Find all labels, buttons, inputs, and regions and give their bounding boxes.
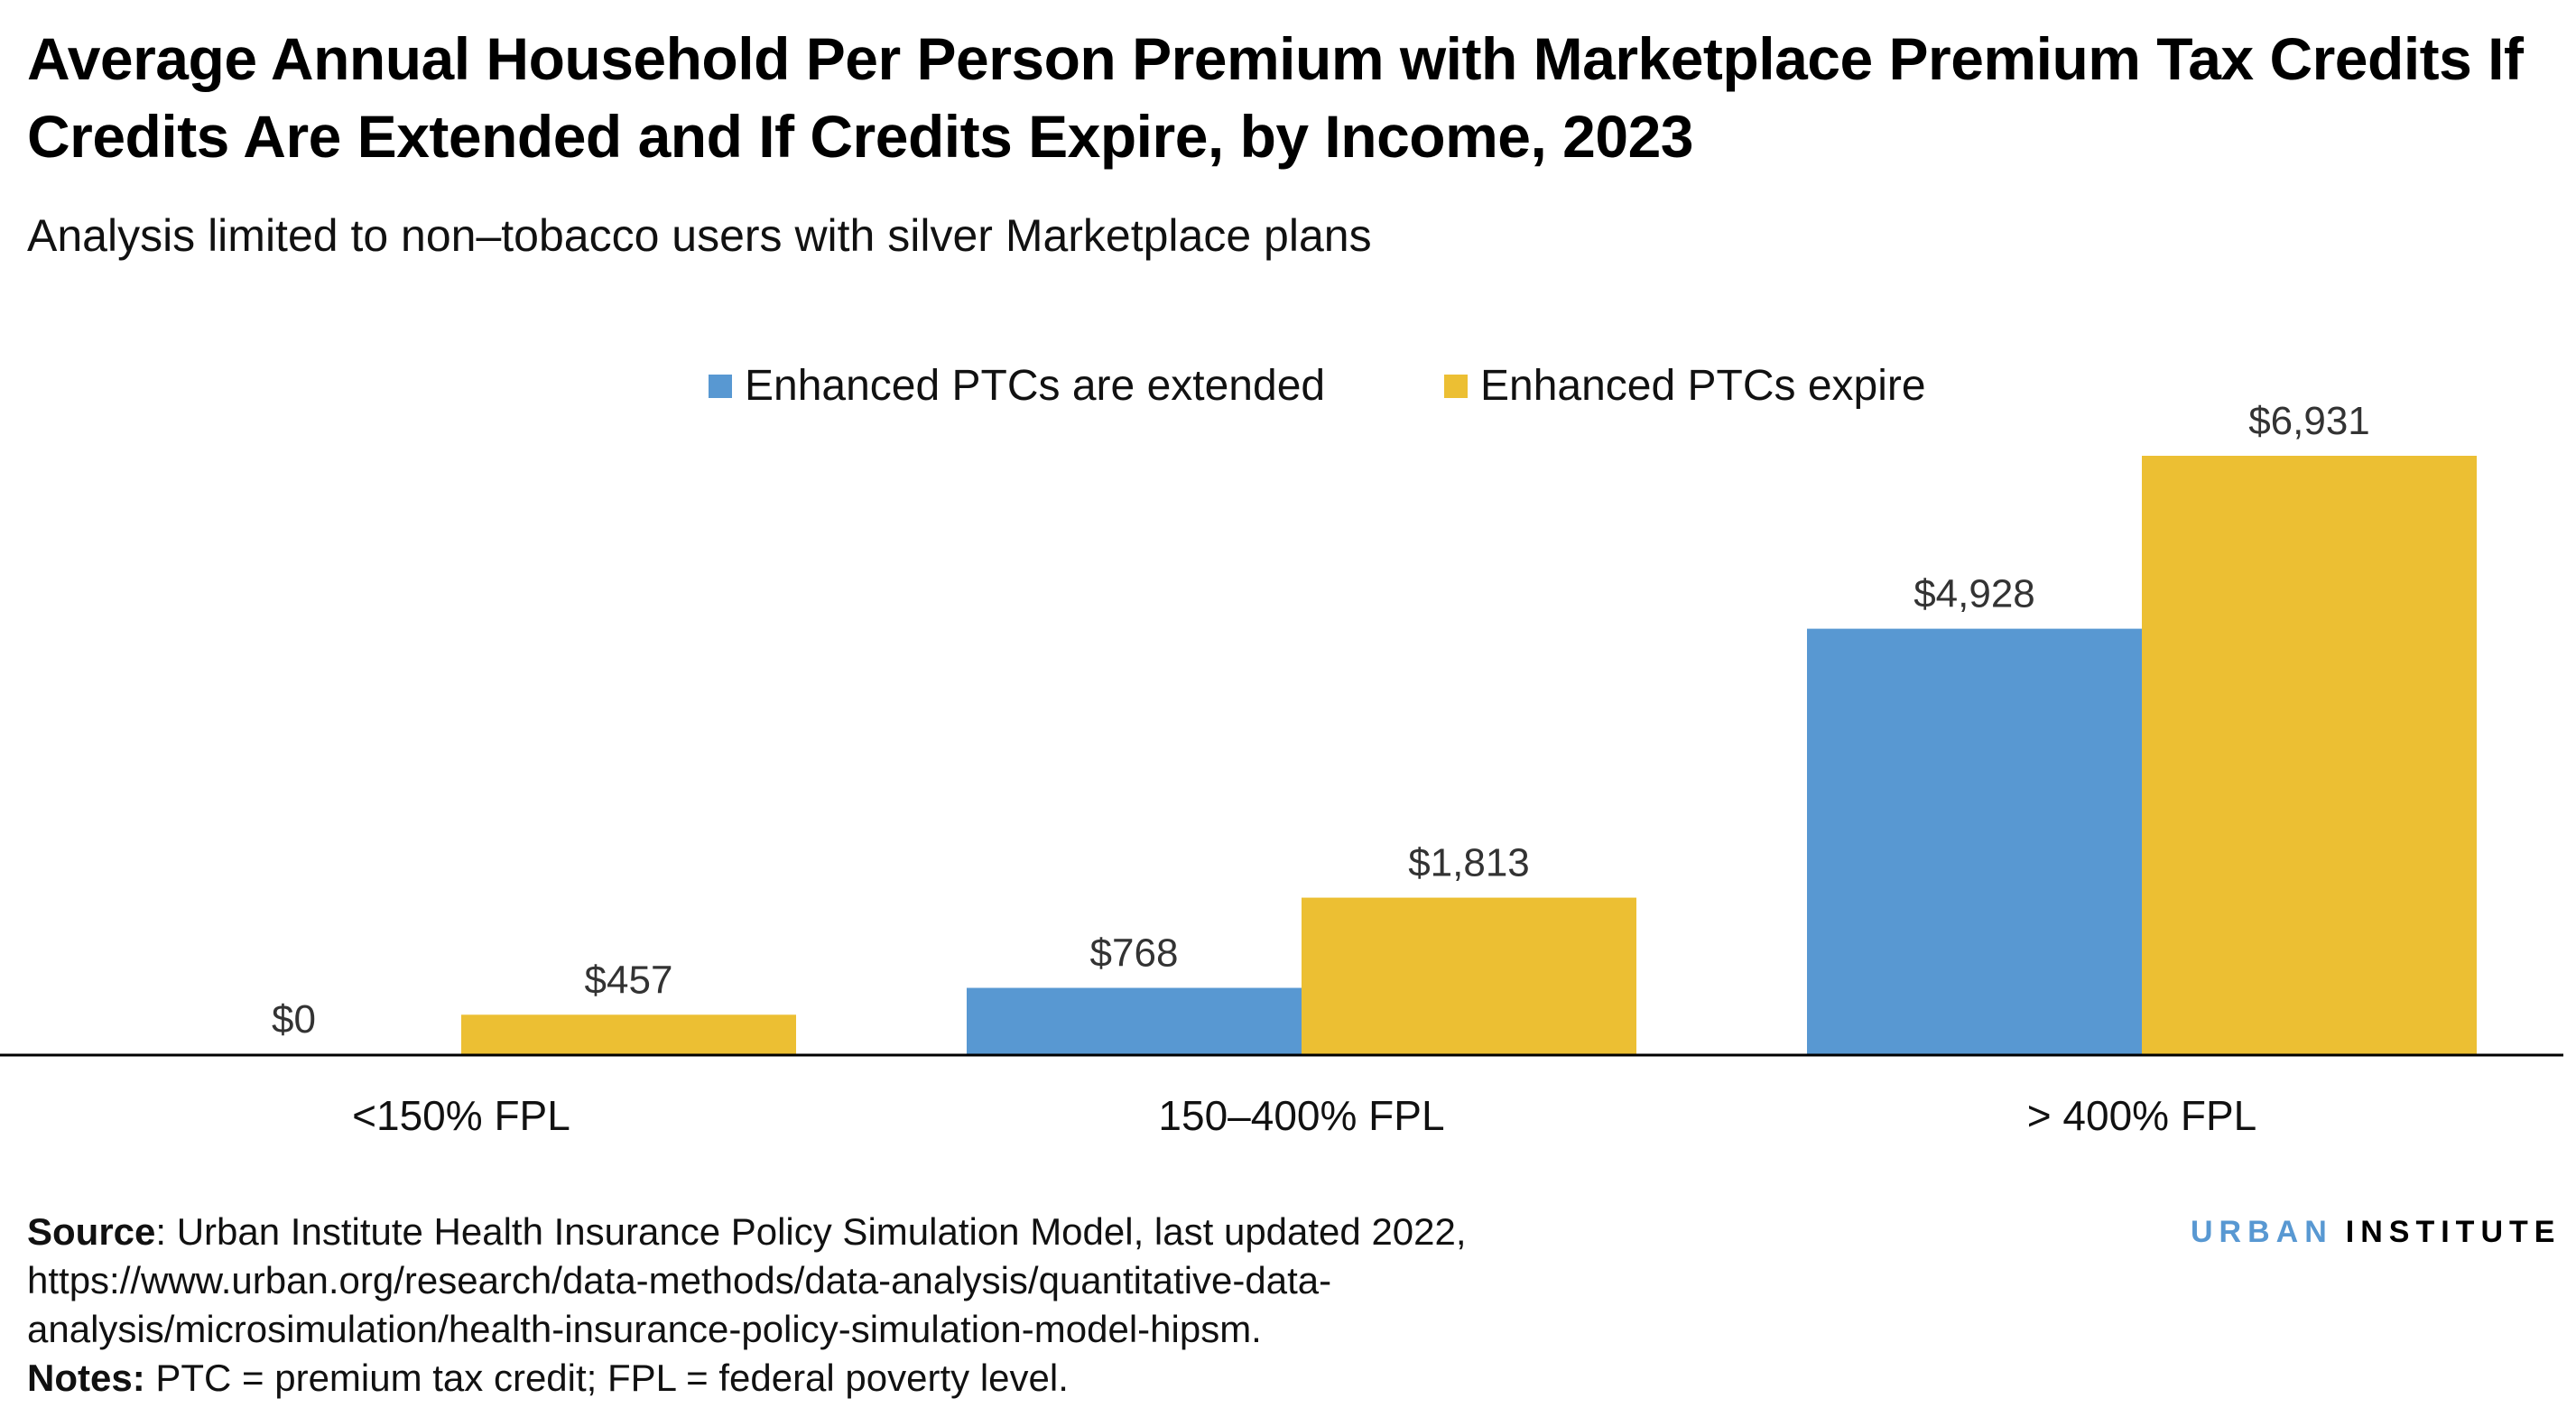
chart-subtitle: Analysis limited to non–tobacco users wi… <box>27 210 1372 261</box>
urban-institute-logo: URBAN INSTITUTE <box>2191 1215 2561 1250</box>
legend-swatch-expire <box>1444 374 1468 398</box>
bar <box>2142 456 2477 1054</box>
bar <box>1302 897 1636 1054</box>
chart-title: Average Annual Household Per Person Prem… <box>27 25 2524 170</box>
bar <box>461 1014 796 1054</box>
source-url-1: https://www.urban.org/research/data-meth… <box>27 1259 1332 1301</box>
source-url-2: analysis/microsimulation/health-insuranc… <box>27 1308 1262 1350</box>
source-label: Source <box>27 1210 156 1253</box>
source-text: : Urban Institute Health Insurance Polic… <box>155 1210 1467 1253</box>
data-label: $768 <box>1090 931 1179 976</box>
x-tick-label: > 400% FPL <box>2027 1092 2256 1139</box>
legend-label: Enhanced PTCs are extended <box>745 362 1326 410</box>
source-notes: Source: Urban Institute Health Insurance… <box>27 1208 1467 1403</box>
notes-label: Notes: <box>27 1357 145 1399</box>
x-tick-label: <150% FPL <box>352 1092 570 1139</box>
x-tick-label: 150–400% FPL <box>1158 1092 1444 1139</box>
bar <box>1807 628 2142 1054</box>
data-label: $4,928 <box>1913 572 2035 616</box>
data-label: $457 <box>585 958 673 1002</box>
logo-institute: INSTITUTE <box>2345 1215 2562 1249</box>
legend-label: Enhanced PTCs expire <box>1480 362 1926 410</box>
data-label: $1,813 <box>1408 841 1530 885</box>
data-label: $0 <box>272 997 316 1042</box>
data-label: $6,931 <box>2248 399 2370 443</box>
notes-text: PTC = premium tax credit; FPL = federal … <box>144 1357 1069 1399</box>
legend: Enhanced PTCs are extended Enhanced PTCs… <box>0 361 2576 415</box>
legend-swatch-extended <box>709 374 732 398</box>
legend-item-expire: Enhanced PTCs expire <box>1444 361 1926 411</box>
legend-item-extended: Enhanced PTCs are extended <box>709 361 1325 411</box>
bar <box>967 987 1302 1054</box>
logo-urban: URBAN <box>2191 1215 2333 1249</box>
bar-chart: $0 $457 <150% FPL $768 $1,813 150–400% FPL $4,… <box>0 399 2563 1139</box>
